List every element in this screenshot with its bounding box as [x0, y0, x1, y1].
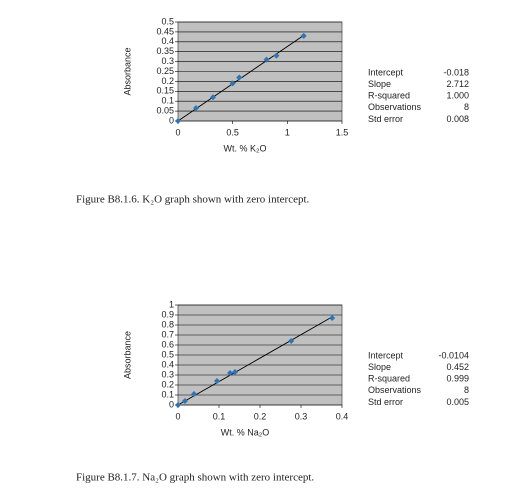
y-axis-label: Absorbance [122, 331, 132, 379]
data-point [300, 32, 307, 39]
stat-label: Slope [368, 79, 391, 89]
data-point [175, 118, 181, 124]
y-tick-label: 0.35 [156, 46, 174, 56]
stat-label: Intercept [368, 350, 404, 360]
data-point [229, 80, 236, 87]
y-tick-label: 0.3 [161, 369, 174, 379]
data-point [193, 105, 200, 112]
x-tick-label: 1.5 [336, 127, 349, 137]
x-tick-label: 0.3 [295, 411, 308, 421]
stat-value: 8 [464, 385, 469, 395]
figure-caption: Figure B8.1.6. K₂O graph shown with zero… [76, 194, 310, 206]
x-tick-label: 0.5 [226, 127, 239, 137]
stat-label: Intercept [368, 67, 404, 77]
y-tick-label: 0.2 [161, 379, 174, 389]
data-point [231, 369, 238, 375]
stat-label: R-squared [368, 374, 410, 384]
data-point [236, 74, 243, 81]
stat-value: 1.000 [446, 91, 469, 101]
data-point [181, 398, 188, 404]
stat-value: -0.018 [443, 67, 469, 77]
stat-value: 8 [464, 102, 469, 112]
data-point [175, 402, 181, 408]
stat-value: -0.0104 [438, 350, 469, 360]
y-tick-label: 0.5 [161, 16, 174, 26]
y-tick-label: 0.25 [156, 66, 174, 76]
stat-label: Slope [368, 362, 391, 372]
data-point [288, 338, 295, 344]
y-tick-label: 1 [169, 299, 174, 309]
stat-value: 0.452 [446, 362, 469, 372]
y-tick-label: 0 [169, 115, 174, 125]
data-point [329, 315, 336, 321]
data-point [227, 370, 234, 376]
x-tick-label: 0 [175, 127, 180, 137]
y-tick-label: 0.8 [161, 319, 174, 329]
stat-label: R-squared [368, 91, 410, 101]
x-axis-label: Wt. % K₂O [224, 143, 267, 153]
data-point [273, 52, 280, 59]
figure-caption: Figure B8.1.7. Na₂O graph shown with zer… [76, 472, 314, 484]
y-tick-label: 0.15 [156, 86, 174, 96]
stat-label: Observations [368, 102, 422, 112]
data-point [213, 378, 220, 384]
trendline [177, 316, 333, 406]
stat-value: 0.008 [446, 114, 469, 124]
stat-value: 0.999 [446, 374, 469, 384]
y-tick-label: 0.05 [156, 105, 174, 115]
y-tick-label: 0.4 [161, 36, 174, 46]
y-tick-label: 0.6 [161, 339, 174, 349]
y-tick-label: 0.3 [161, 56, 174, 66]
x-tick-label: 1 [285, 127, 290, 137]
y-tick-label: 0.2 [161, 76, 174, 86]
y-tick-label: 0.45 [156, 26, 174, 36]
x-tick-label: 0 [175, 411, 180, 421]
y-tick-label: 0.4 [161, 359, 174, 369]
y-tick-label: 0.5 [161, 349, 174, 359]
stat-label: Std error [368, 397, 403, 407]
data-point [190, 391, 197, 397]
stat-value: 2.712 [446, 79, 469, 89]
y-tick-label: 0.7 [161, 329, 174, 339]
x-tick-label: 0.2 [254, 411, 267, 421]
y-tick-label: 0.9 [161, 309, 174, 319]
stat-label: Std error [368, 114, 403, 124]
data-point [209, 94, 216, 101]
x-axis-label: Wt. % Na₂O [221, 427, 270, 437]
x-tick-label: 0.4 [336, 411, 349, 421]
y-axis-label: Absorbance [122, 47, 132, 95]
stat-label: Observations [368, 385, 422, 395]
stat-value: 0.005 [446, 397, 469, 407]
y-tick-label: 0.1 [161, 96, 174, 106]
y-tick-label: 0 [169, 399, 174, 409]
y-tick-label: 0.1 [161, 389, 174, 399]
x-tick-label: 0.1 [213, 411, 226, 421]
data-point [263, 56, 270, 63]
